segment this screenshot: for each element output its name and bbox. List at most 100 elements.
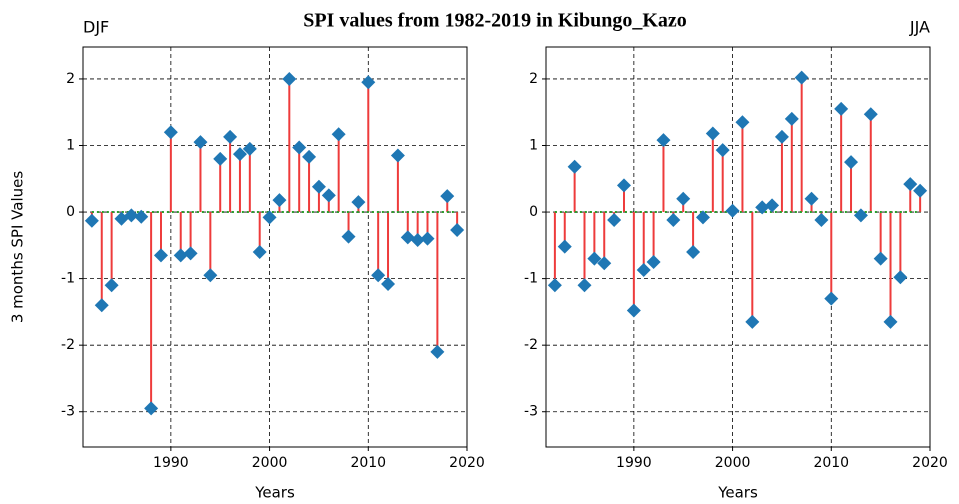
marker	[597, 256, 612, 271]
marker	[557, 239, 572, 254]
marker	[410, 233, 425, 248]
marker	[124, 208, 139, 223]
marker	[440, 189, 455, 204]
marker	[913, 183, 928, 198]
y-tick-label: 2	[66, 71, 75, 87]
marker	[213, 151, 228, 166]
plot-frame	[82, 46, 468, 448]
marker	[636, 262, 651, 277]
marker	[203, 268, 218, 283]
y-tick-label: 0	[66, 204, 75, 220]
marker	[705, 126, 720, 141]
x-tick-label: 2020	[912, 455, 948, 471]
marker	[134, 209, 149, 224]
marker	[607, 213, 622, 228]
marker	[361, 75, 376, 90]
marker	[853, 208, 868, 223]
y-tick-label: 2	[529, 71, 538, 87]
marker	[84, 213, 99, 228]
marker	[94, 298, 109, 313]
marker	[282, 71, 297, 86]
marker	[863, 107, 878, 122]
marker	[656, 133, 671, 148]
y-tick-label: 0	[529, 204, 538, 220]
marker	[232, 147, 247, 162]
x-tick-label: 2000	[715, 455, 751, 471]
x-axis-label: Years	[717, 484, 758, 502]
marker	[616, 178, 631, 193]
marker	[646, 254, 661, 269]
marker	[341, 229, 356, 244]
marker	[735, 115, 750, 130]
marker	[420, 231, 435, 246]
marker	[547, 278, 562, 293]
marker	[695, 210, 710, 225]
marker	[686, 244, 701, 259]
x-tick-label: 2000	[252, 455, 288, 471]
x-tick-label: 2020	[449, 455, 485, 471]
marker	[774, 129, 789, 144]
y-tick-label: -2	[524, 337, 538, 353]
x-axis-label: Years	[254, 484, 295, 502]
figure-title: SPI values from 1982-2019 in Kibungo_Kaz…	[303, 10, 687, 32]
y-tick-label: -1	[61, 271, 75, 287]
marker	[321, 188, 336, 203]
marker	[755, 200, 770, 215]
marker	[765, 198, 780, 213]
marker	[371, 268, 386, 283]
y-tick-label: 1	[66, 138, 75, 154]
marker	[381, 276, 396, 291]
y-tick-label: 1	[529, 138, 538, 154]
marker	[784, 111, 799, 126]
x-tick-label: 1990	[153, 455, 189, 471]
marker	[252, 244, 267, 259]
marker	[834, 101, 849, 116]
marker	[272, 193, 287, 208]
marker	[824, 291, 839, 306]
y-tick-label: -3	[61, 404, 75, 420]
marker	[390, 148, 405, 163]
y-tick-label: -1	[524, 271, 538, 287]
marker	[745, 314, 760, 329]
marker	[153, 248, 168, 263]
marker	[873, 251, 888, 266]
marker	[430, 344, 445, 359]
marker	[173, 248, 188, 263]
marker	[814, 213, 829, 228]
marker	[676, 191, 691, 206]
marker	[883, 314, 898, 329]
marker	[626, 303, 641, 318]
marker	[844, 155, 859, 170]
marker	[450, 223, 465, 238]
y-tick-label: -3	[524, 404, 538, 420]
marker	[903, 177, 918, 192]
marker	[331, 127, 346, 142]
marker	[242, 141, 257, 156]
marker	[311, 179, 326, 194]
marker	[351, 195, 366, 210]
marker	[804, 191, 819, 206]
marker	[567, 159, 582, 174]
marker	[104, 278, 119, 293]
marker	[302, 149, 317, 164]
marker	[666, 213, 681, 228]
y-tick-label: -2	[61, 337, 75, 353]
panel-title: JJA	[909, 18, 930, 37]
marker	[193, 135, 208, 150]
marker	[163, 125, 178, 140]
y-axis-label: 3 months SPI Values	[9, 171, 27, 324]
x-tick-label: 2010	[350, 455, 386, 471]
marker	[400, 230, 415, 245]
marker	[183, 246, 198, 261]
marker	[223, 129, 238, 144]
plot-frame	[545, 46, 931, 448]
marker	[794, 70, 809, 85]
marker	[262, 210, 277, 225]
marker	[893, 270, 908, 285]
marker	[577, 278, 592, 293]
marker	[292, 140, 307, 155]
panel-title: DJF	[83, 18, 109, 37]
marker	[587, 251, 602, 266]
